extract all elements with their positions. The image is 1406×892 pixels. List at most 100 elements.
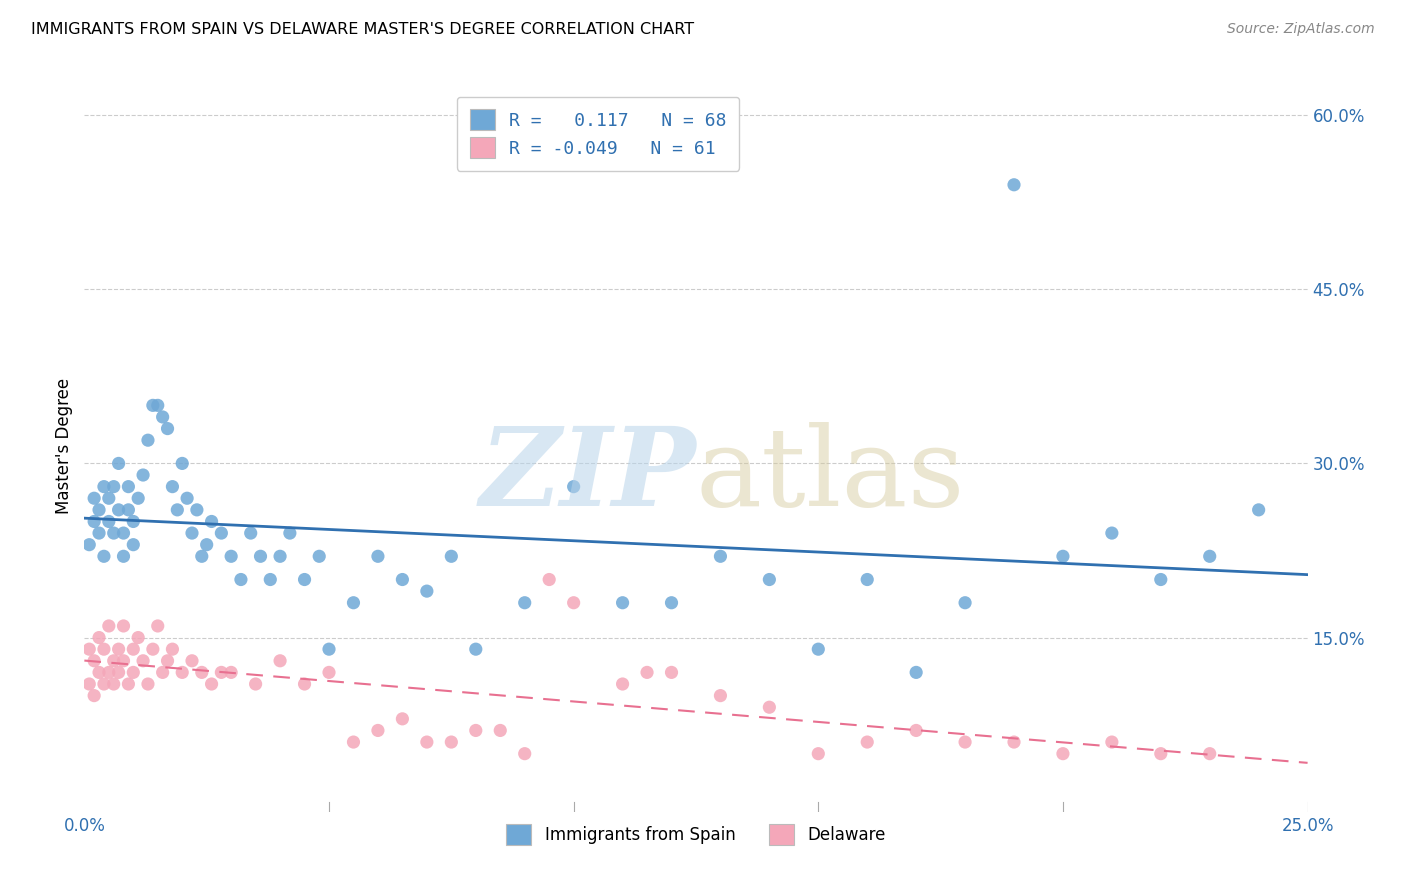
Point [107, 665, 129, 680]
Point [127, 631, 149, 645]
Point [342, 596, 364, 610]
Point [117, 503, 139, 517]
Point [93, 677, 115, 691]
Point [464, 642, 486, 657]
Point [83, 654, 105, 668]
Point [391, 573, 413, 587]
Point [107, 503, 129, 517]
Point [191, 665, 214, 680]
Point [103, 677, 125, 691]
Point [93, 642, 115, 657]
Point [87, 631, 110, 645]
Point [156, 421, 179, 435]
Point [1150, 573, 1173, 587]
Point [1101, 526, 1123, 541]
Point [709, 689, 731, 703]
Legend: Immigrants from Spain, Delaware: Immigrants from Spain, Delaware [496, 814, 896, 855]
Point [83, 515, 105, 529]
Point [209, 665, 232, 680]
Point [612, 596, 634, 610]
Point [562, 596, 585, 610]
Point [308, 549, 330, 564]
Point [172, 665, 194, 680]
Point [249, 549, 271, 564]
Point [1247, 503, 1270, 517]
Point [93, 549, 115, 564]
Point [112, 526, 135, 541]
Point [1002, 178, 1025, 192]
Point [367, 723, 389, 738]
Point [239, 526, 262, 541]
Point [856, 573, 879, 587]
Point [269, 654, 291, 668]
Point [146, 398, 169, 412]
Point [122, 642, 145, 657]
Point [416, 735, 439, 749]
Point [294, 677, 316, 691]
Point [181, 654, 204, 668]
Point [122, 515, 145, 529]
Text: atlas: atlas [696, 422, 966, 529]
Point [1052, 747, 1074, 761]
Y-axis label: Master's Degree: Master's Degree [55, 378, 73, 514]
Point [87, 526, 110, 541]
Point [83, 491, 105, 506]
Point [953, 735, 976, 749]
Point [117, 677, 139, 691]
Point [219, 549, 242, 564]
Text: ZIP: ZIP [479, 422, 696, 529]
Point [440, 735, 463, 749]
Point [1101, 735, 1123, 749]
Point [513, 747, 536, 761]
Point [245, 677, 267, 691]
Point [513, 596, 536, 610]
Point [103, 526, 125, 541]
Point [186, 503, 208, 517]
Point [107, 457, 129, 471]
Point [122, 665, 145, 680]
Point [807, 642, 830, 657]
Point [112, 619, 135, 633]
Point [440, 549, 463, 564]
Point [269, 549, 291, 564]
Point [162, 642, 184, 657]
Point [1150, 747, 1173, 761]
Point [93, 480, 115, 494]
Point [856, 735, 879, 749]
Point [661, 596, 683, 610]
Point [112, 654, 135, 668]
Point [181, 526, 204, 541]
Point [259, 573, 281, 587]
Point [709, 549, 731, 564]
Point [661, 665, 683, 680]
Point [97, 491, 120, 506]
Point [132, 654, 155, 668]
Point [122, 538, 145, 552]
Point [905, 665, 928, 680]
Point [367, 549, 389, 564]
Point [172, 457, 194, 471]
Point [107, 642, 129, 657]
Point [209, 526, 232, 541]
Point [142, 642, 165, 657]
Text: Source: ZipAtlas.com: Source: ZipAtlas.com [1227, 22, 1375, 37]
Point [416, 584, 439, 599]
Point [127, 491, 149, 506]
Point [97, 619, 120, 633]
Point [156, 654, 179, 668]
Point [162, 480, 184, 494]
Point [953, 596, 976, 610]
Point [112, 549, 135, 564]
Point [152, 665, 174, 680]
Point [117, 480, 139, 494]
Point [318, 642, 340, 657]
Text: IMMIGRANTS FROM SPAIN VS DELAWARE MASTER'S DEGREE CORRELATION CHART: IMMIGRANTS FROM SPAIN VS DELAWARE MASTER… [31, 22, 695, 37]
Point [219, 665, 242, 680]
Point [612, 677, 634, 691]
Point [562, 480, 585, 494]
Point [807, 747, 830, 761]
Point [146, 619, 169, 633]
Point [200, 515, 222, 529]
Point [1052, 549, 1074, 564]
Point [1198, 549, 1220, 564]
